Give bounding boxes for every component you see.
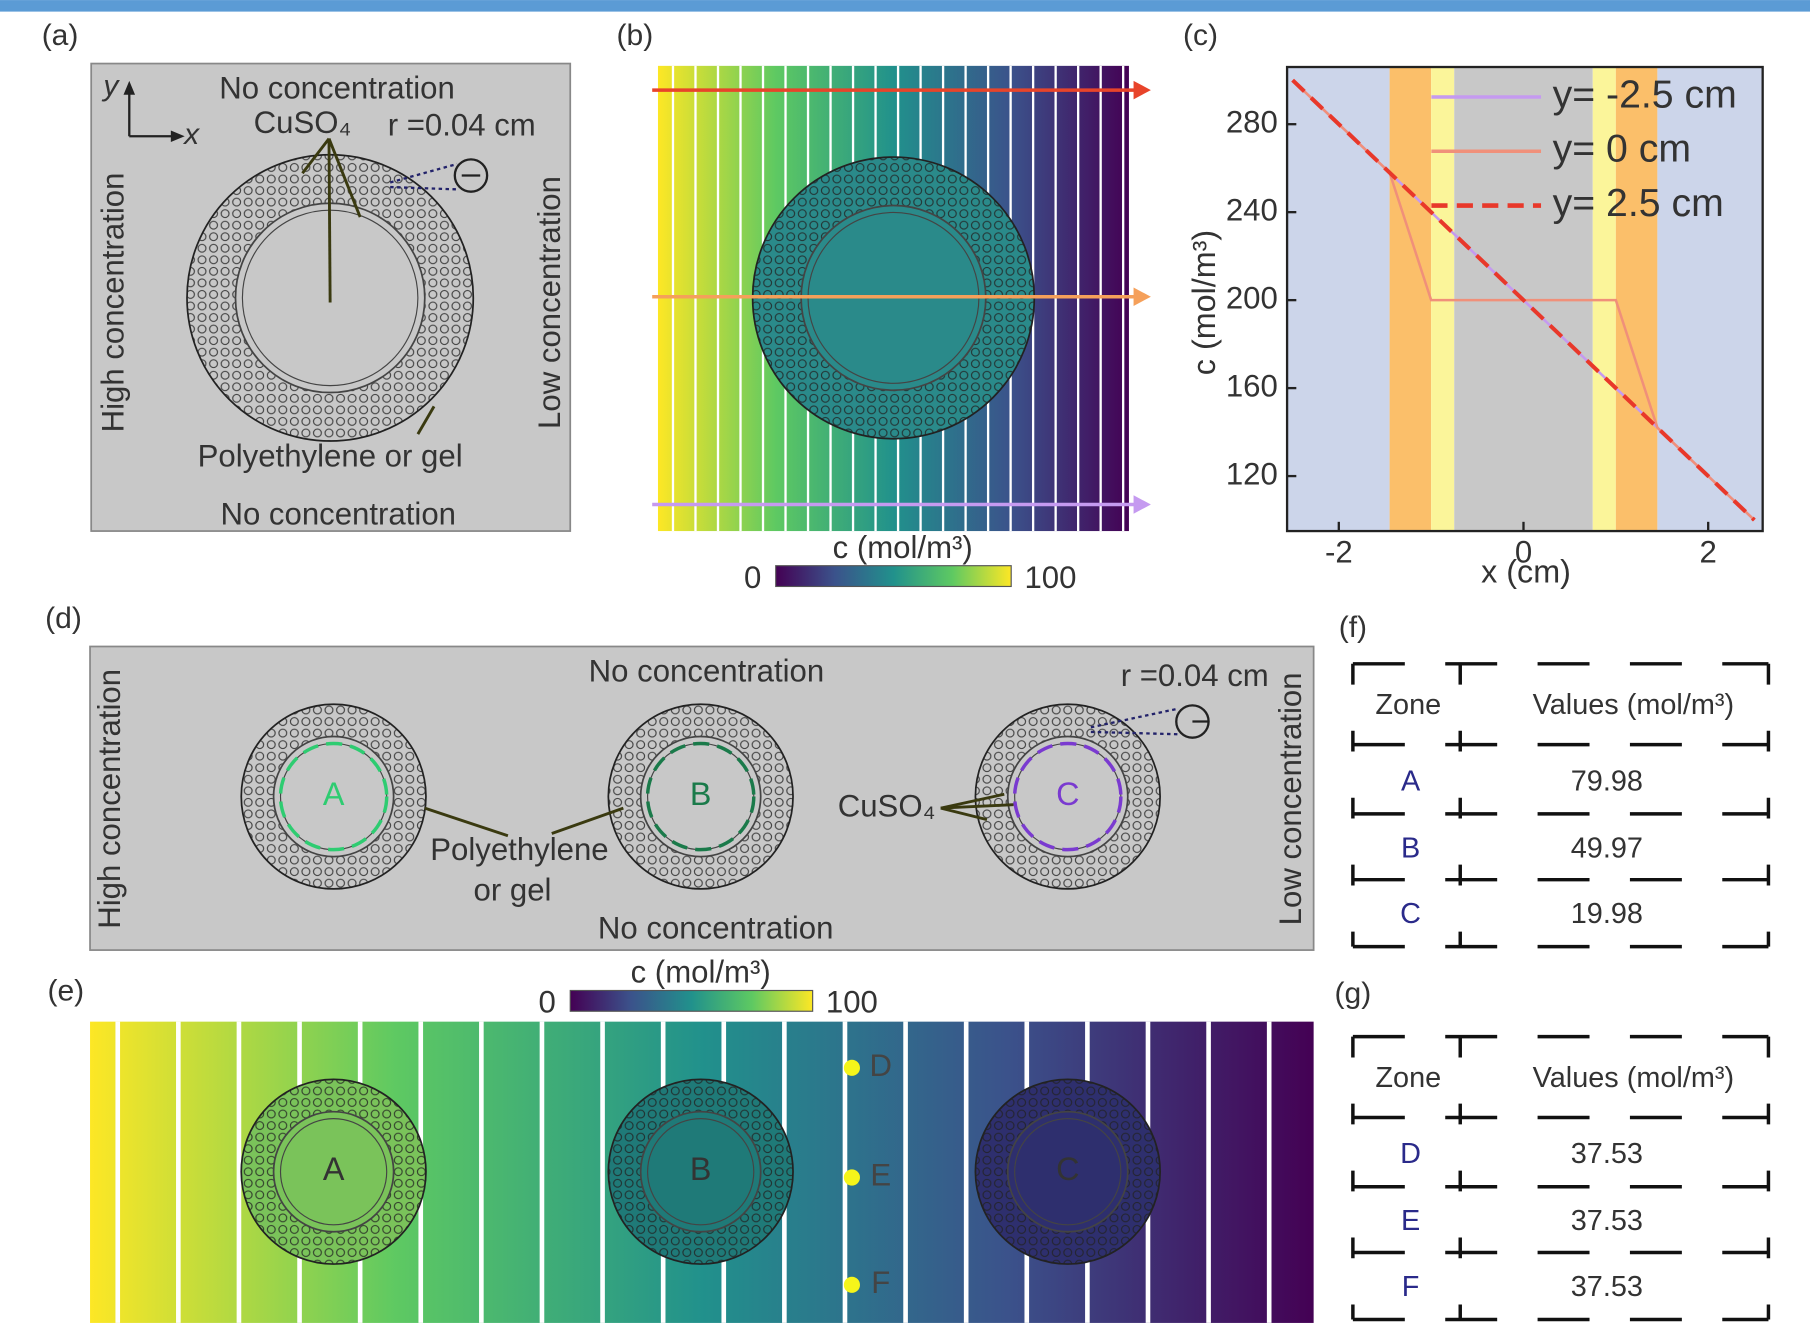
point-label: E [870, 1158, 891, 1193]
legend-label: y= -2.5 cm [1553, 72, 1737, 116]
colorbar-tick: 100 [826, 985, 878, 1020]
probe-point [844, 1060, 860, 1076]
leader-line [329, 139, 330, 303]
y-tick-label: 280 [1226, 104, 1278, 139]
label: No concentration [598, 911, 834, 946]
y-tick-label: 120 [1226, 456, 1278, 491]
panel-label: (c) [1183, 19, 1218, 52]
panel-label: (f) [1339, 611, 1367, 644]
y-tick-label: 240 [1226, 192, 1278, 227]
side-label: High concentration [96, 173, 131, 433]
colorbar-tick: 0 [744, 560, 761, 595]
panel-label: (d) [45, 602, 82, 635]
table-cell: 19.98 [1571, 898, 1643, 930]
zone-label: A [323, 776, 345, 812]
region [1287, 67, 1390, 531]
colorbar-tick: 0 [538, 985, 555, 1020]
label: Polyethylene or gel [198, 439, 463, 474]
legend-label: y= 0 cm [1553, 127, 1691, 171]
probe-arrow [1134, 81, 1151, 99]
figure: (a)(b)(c)(d)(e)(f)(g)yxNo concentrationC… [0, 0, 1810, 1323]
probe-arrow [1134, 495, 1151, 513]
header-bar [0, 0, 1810, 12]
colorbar [776, 566, 1011, 587]
label: No concentration [219, 70, 455, 105]
table-cell: 37.53 [1571, 1205, 1643, 1237]
table-header: Values (mol/m³) [1533, 1062, 1734, 1094]
label: x [182, 118, 200, 151]
label: CuSO₄ [254, 105, 352, 140]
table-cell: F [1402, 1271, 1420, 1303]
table-cell: A [1401, 765, 1421, 797]
side-label: High concentration [92, 669, 127, 929]
zone-label: B [690, 1151, 712, 1187]
table-header: Values (mol/m³) [1533, 689, 1734, 721]
table-cell: D [1400, 1138, 1421, 1170]
label: r =0.04 cm [388, 107, 536, 142]
y-tick-label: 160 [1226, 368, 1278, 403]
x-tick-label: 2 [1700, 534, 1717, 569]
label: No concentration [589, 653, 825, 688]
label: or gel [474, 873, 552, 908]
colorbar-label: c (mol/m³) [631, 955, 771, 990]
zone-label: B [690, 776, 712, 812]
table-header: Zone [1375, 1062, 1441, 1094]
label: r =0.04 cm [1121, 658, 1269, 693]
panel-label: (b) [617, 19, 654, 52]
legend-label: y= 2.5 cm [1553, 181, 1724, 225]
probe-point [844, 1277, 860, 1293]
x-tick-label: -2 [1325, 534, 1353, 569]
table-cell: 49.97 [1571, 832, 1643, 864]
colorbar-tick: 100 [1024, 560, 1076, 595]
region [1390, 67, 1432, 531]
table-cell: 79.98 [1571, 765, 1643, 797]
table-cell: C [1400, 898, 1421, 930]
x-axis-label: x (cm) [1481, 553, 1571, 589]
probe-point [844, 1169, 860, 1185]
table-cell: E [1401, 1205, 1420, 1237]
table-cell: B [1401, 832, 1420, 864]
zone-label: A [323, 1151, 345, 1187]
side-label: Low concentration [532, 176, 567, 429]
label: CuSO₄ [838, 788, 936, 823]
probe-arrow [1134, 287, 1151, 305]
zone-label: C [1056, 1151, 1079, 1187]
zone-label: C [1056, 776, 1079, 812]
table-header: Zone [1375, 689, 1441, 721]
point-label: D [870, 1048, 893, 1083]
panel-label: (g) [1335, 977, 1372, 1010]
label: y [101, 70, 120, 103]
table-cell: 37.53 [1571, 1138, 1643, 1170]
point-label: F [871, 1265, 890, 1300]
table-cell: 37.53 [1571, 1271, 1643, 1303]
colorbar-label: c (mol/m³) [833, 530, 973, 565]
label: No concentration [220, 496, 456, 531]
label: Polyethylene [430, 832, 608, 867]
side-label: Low concentration [1273, 672, 1308, 925]
side-label: c (mol/m³) [1186, 230, 1222, 375]
y-tick-label: 200 [1226, 280, 1278, 315]
page: { "panel_labels": ["(a)", "(b)", "(c)", … [0, 0, 1810, 1323]
panel-label: (a) [42, 19, 79, 52]
panel-label: (e) [47, 975, 84, 1008]
colorbar [570, 990, 812, 1011]
